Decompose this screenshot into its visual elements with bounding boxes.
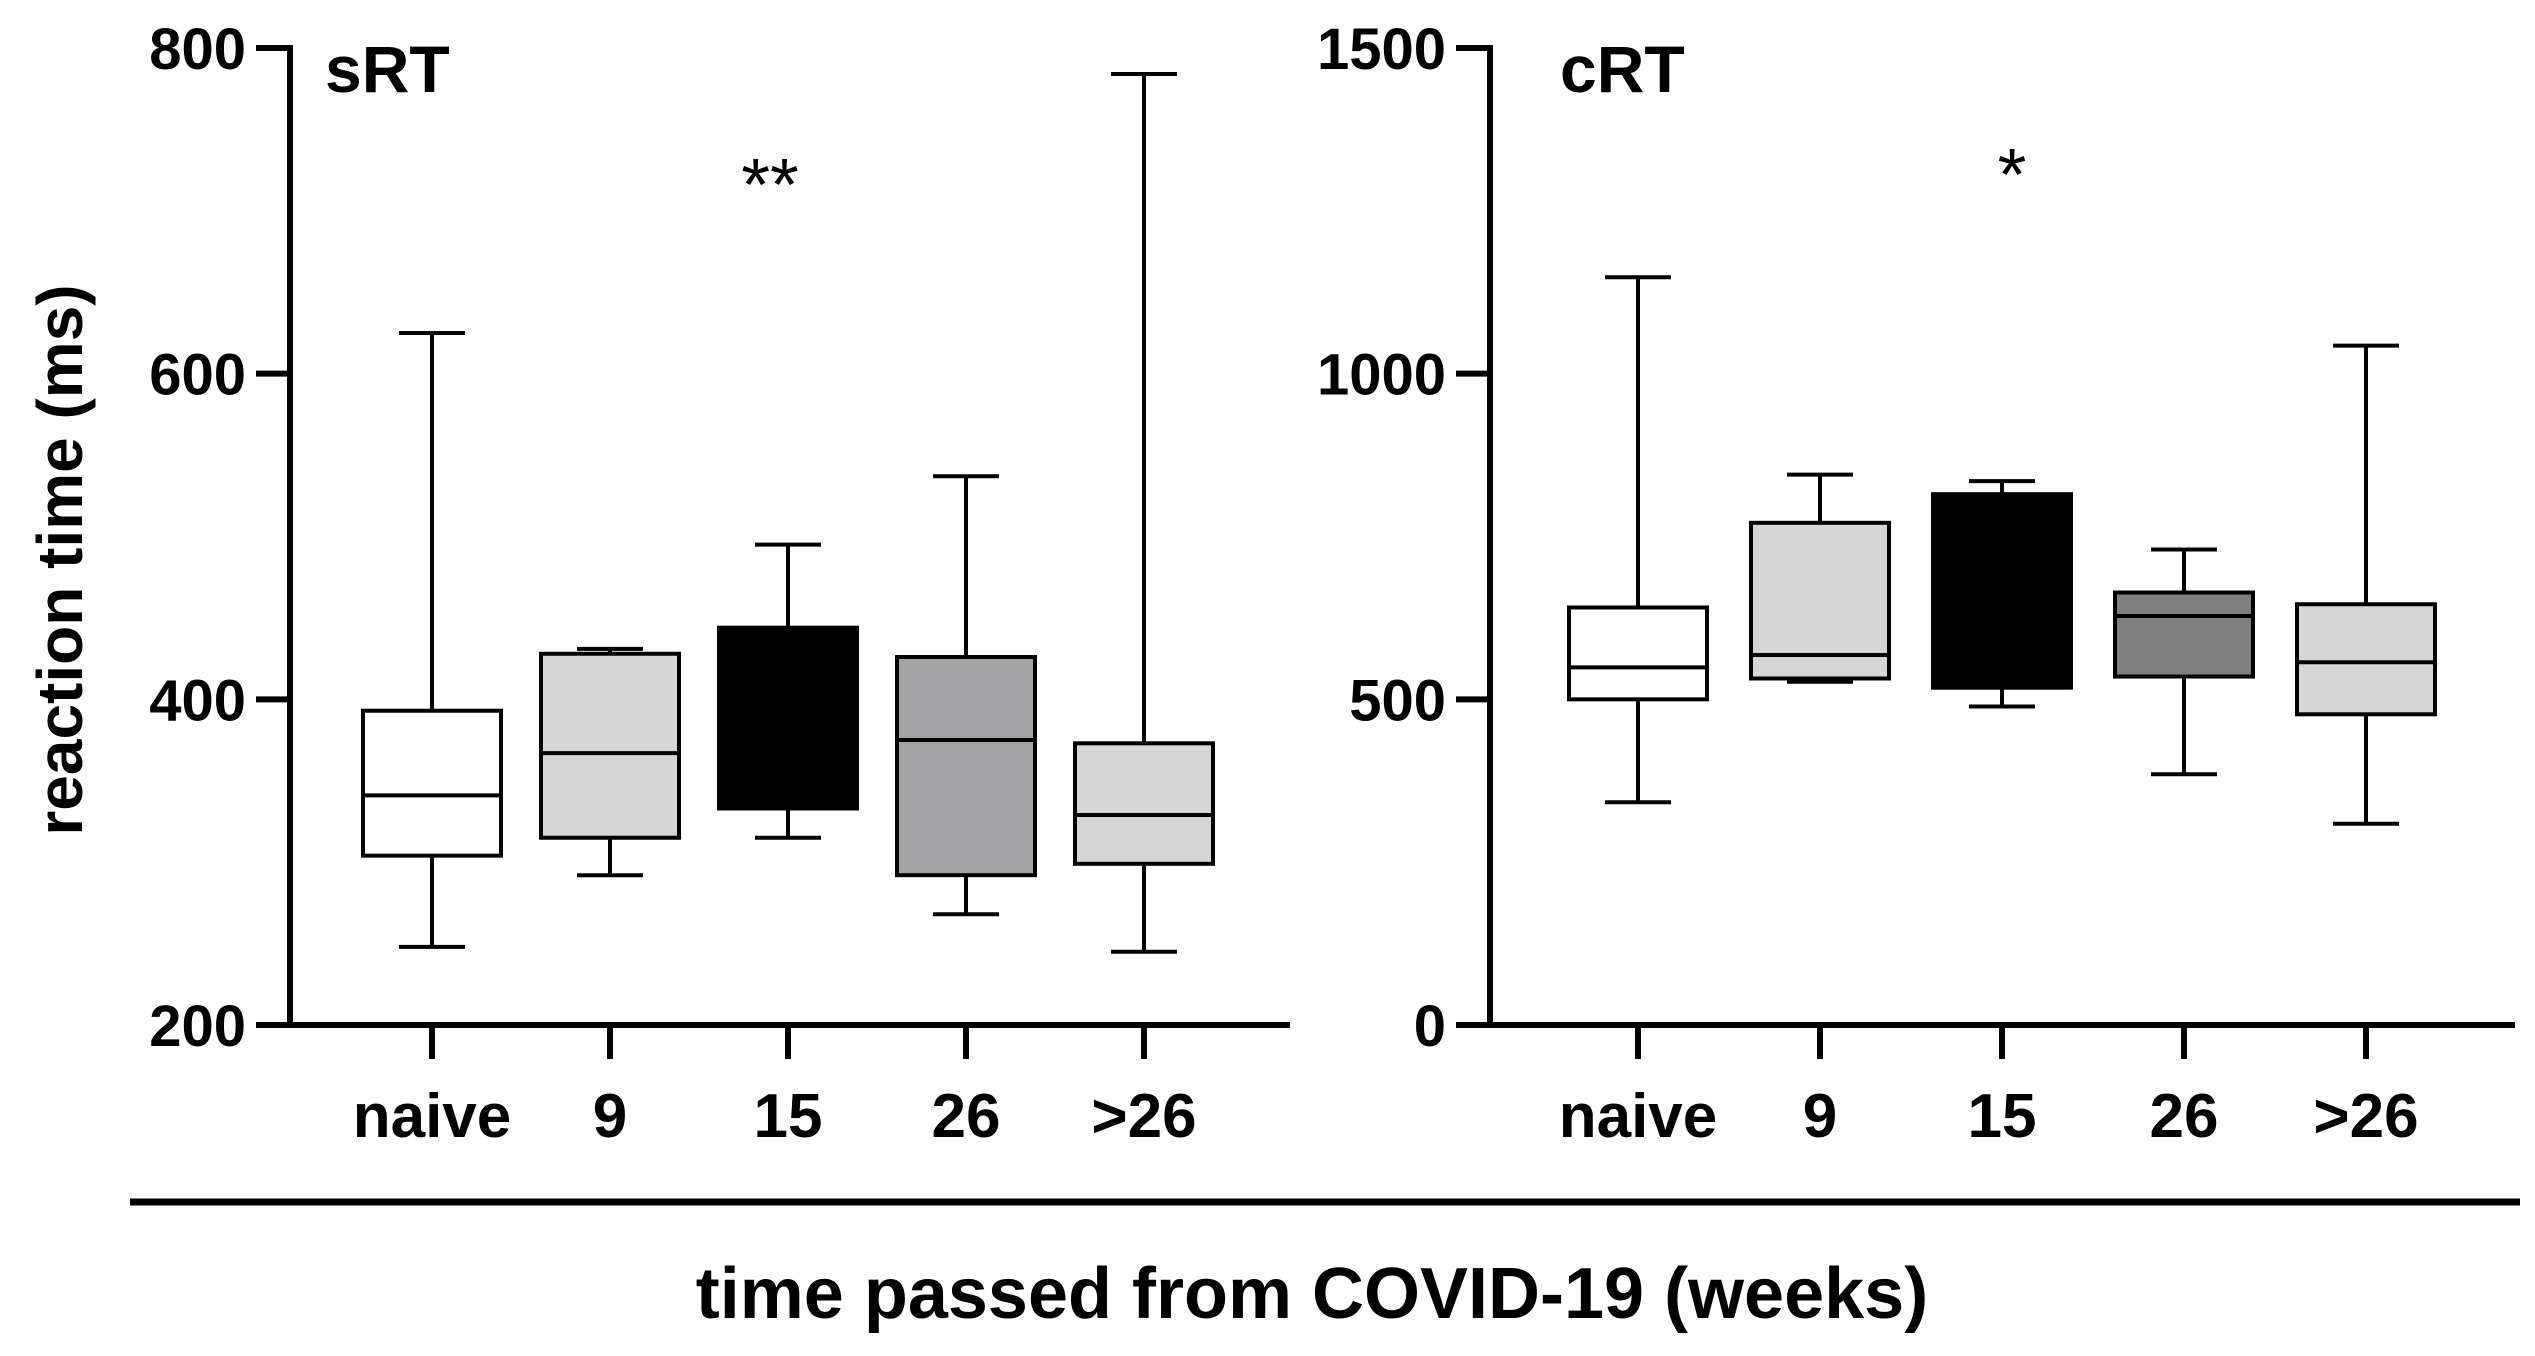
x-tick-label: >26 (1091, 1082, 1196, 1151)
x-tick-label: 26 (932, 1082, 1001, 1151)
y-axis-label: reaction time (ms) (24, 284, 96, 835)
x-tick-label: 9 (593, 1082, 627, 1151)
x-tick-label: 26 (2150, 1082, 2219, 1151)
y-tick-label: 600 (149, 343, 246, 408)
box-9 (1749, 520, 1891, 681)
box-26 (2113, 590, 2255, 679)
box->26 (2295, 602, 2437, 717)
box-9 (539, 651, 681, 840)
box->26 (1073, 741, 1215, 866)
panel-crt: 0 500 1000 1500 cRT * naive 9 15 26 >26 (1317, 17, 2515, 1151)
x-tick-label: 9 (1803, 1082, 1837, 1151)
x-tick-label: naive (353, 1082, 512, 1151)
box-naive (1567, 605, 1709, 702)
y-tick-label: 0 (1414, 994, 1446, 1059)
y-tick-label: 400 (149, 668, 246, 733)
y-tick-label: 800 (149, 17, 246, 82)
x-axis-label: time passed from COVID-19 (weeks) (696, 1254, 1928, 1334)
significance-marker: * (1998, 133, 2027, 216)
panel-srt: 200 400 600 800 sRT ** naive 9 15 26 >26 (149, 17, 1290, 1151)
box-naive (361, 708, 503, 858)
box-15 (717, 625, 859, 811)
x-tick-label: naive (1559, 1082, 1718, 1151)
x-tick-label: 15 (1968, 1082, 2037, 1151)
panel-title: sRT (325, 32, 450, 106)
x-tick-label: 15 (754, 1082, 823, 1151)
y-tick-label: 1500 (1317, 17, 1446, 82)
box-15 (1931, 492, 2073, 690)
y-tick-label: 200 (149, 994, 246, 1059)
panel-title: cRT (1560, 32, 1685, 106)
y-tick-label: 500 (1349, 668, 1446, 733)
x-tick-label: >26 (2313, 1082, 2418, 1151)
significance-marker: ** (741, 143, 799, 226)
y-tick-label: 1000 (1317, 343, 1446, 408)
box-26 (895, 654, 1037, 878)
